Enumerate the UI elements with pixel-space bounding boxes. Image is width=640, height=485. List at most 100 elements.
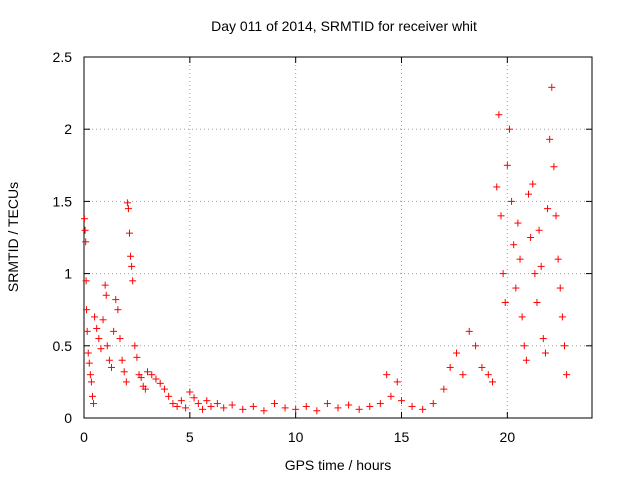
data-point [118,356,126,364]
data-point [156,379,164,387]
x-tick-label: 5 [186,429,194,445]
data-point [518,313,526,321]
data-point [220,404,228,412]
data-point [556,284,564,292]
data-point [383,371,391,379]
data-point [497,212,505,220]
data-point [228,401,236,409]
y-tick-label: 0.5 [53,338,73,354]
data-point [186,388,194,396]
data-point [239,405,247,413]
x-tick-label: 20 [500,429,516,445]
data-point [323,400,331,408]
plot-frame [83,56,593,419]
data-point [539,335,547,343]
data-point [114,306,122,314]
data-point [108,363,116,371]
data-point [177,397,185,405]
data-point [105,356,113,364]
data-point [505,125,513,133]
data-point [548,83,556,91]
data-point [493,183,501,191]
data-point [160,385,168,393]
data-point [84,349,92,357]
data-point [194,400,202,408]
y-tick-label: 2.5 [53,49,73,65]
data-point [271,400,278,408]
data-point [120,368,128,376]
data-point [110,327,118,335]
data-point [525,190,532,198]
data-point [199,405,207,413]
y-tick-label: 2 [64,121,72,137]
data-point [512,284,520,292]
data-point [126,229,134,237]
y-tick-label: 0 [64,410,72,426]
y-tick-label: 1.5 [53,193,73,209]
data-point [516,255,524,263]
data-point [260,407,268,415]
data-point [144,368,151,376]
data-point [544,205,552,213]
data-point [334,404,342,412]
data-point [85,359,93,367]
data-point [484,371,492,379]
data-point [510,241,518,249]
data-point [529,180,537,188]
data-point [302,402,310,410]
data-point [563,371,571,379]
data-point [292,405,300,413]
data-point [133,353,141,361]
data-point [546,135,554,143]
data-point [102,291,110,299]
axis-ticks [83,56,592,419]
y-tick-labels: 0 0.5 1 1.5 2 2.5 [53,49,73,426]
data-point [560,342,568,350]
x-tick-labels: 0 5 10 15 20 [80,429,515,445]
data-point [90,400,98,408]
data-point [552,212,560,220]
data-point [103,342,111,350]
y-tick-label: 1 [64,266,72,282]
data-point [87,378,95,386]
data-point [376,400,384,408]
data-point [446,363,454,371]
data-point [88,392,96,400]
data-point [124,205,132,213]
data-point [95,335,103,343]
data-point [489,378,497,386]
grid [84,57,592,418]
data-point [541,349,549,357]
data-point [123,199,131,207]
data-point [173,402,181,410]
data-point [429,400,437,408]
data-point [131,342,139,350]
data-point [501,298,509,306]
data-point [128,262,136,270]
data-point [550,163,558,171]
x-tick-label: 0 [80,429,88,445]
data-point [408,402,416,410]
chart-title: Day 011 of 2014, SRMTID for receiver whi… [211,18,477,34]
data-point [101,281,109,289]
data-point [97,345,105,353]
data-point [527,234,535,241]
data-point [514,219,522,227]
data-point [419,405,427,413]
data-point [387,392,395,400]
data-point [355,405,363,413]
data-point [152,375,160,383]
data-point [127,252,135,260]
data-point [203,397,211,405]
data-point [499,270,507,278]
data-point [465,327,473,335]
x-tick-label: 10 [288,429,304,445]
data-point [213,400,221,408]
data-point [522,356,530,364]
data-point [440,385,448,393]
data-point [495,111,503,119]
data-point [459,371,467,379]
